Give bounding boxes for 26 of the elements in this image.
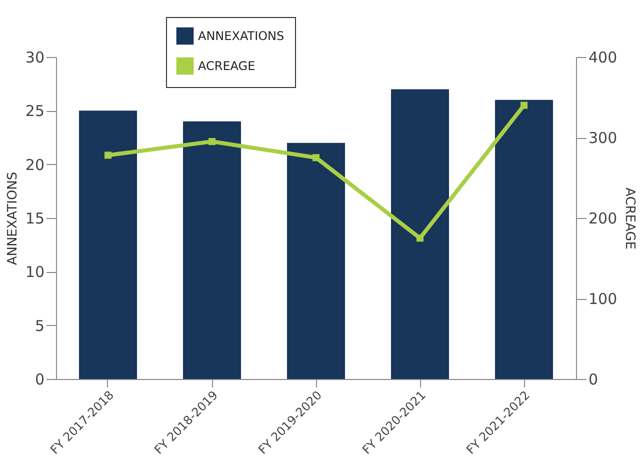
y2-tick-label: 400	[588, 48, 618, 66]
y-axis-title: ANNEXATIONS	[5, 172, 20, 266]
y-tick-label: 30	[25, 48, 44, 66]
bar	[79, 110, 137, 379]
y-tick-label: 25	[25, 102, 44, 120]
y2-tick-label: 300	[588, 129, 618, 147]
bar	[287, 142, 345, 379]
point	[208, 138, 216, 146]
y-tick-label: 10	[25, 263, 44, 282]
y-tick-label: 15	[25, 210, 44, 228]
y2-tick-label: 100	[588, 290, 618, 308]
legend-label: ACREAGE	[198, 59, 256, 73]
y-tick-label: 5	[34, 316, 44, 335]
bar	[183, 121, 241, 379]
bar	[495, 100, 553, 379]
point	[104, 152, 112, 159]
point	[312, 154, 320, 162]
bar	[391, 89, 449, 379]
point	[520, 102, 528, 109]
legend-label: ANNEXATIONS	[198, 29, 284, 43]
y-tick-label: 20	[25, 156, 44, 174]
y2-tick-label: 0	[588, 370, 598, 388]
point	[416, 234, 424, 242]
y2-axis-title: ACREAGE	[622, 188, 638, 250]
y2-tick-label: 200	[588, 210, 618, 228]
y-tick-label: 0	[34, 370, 44, 388]
